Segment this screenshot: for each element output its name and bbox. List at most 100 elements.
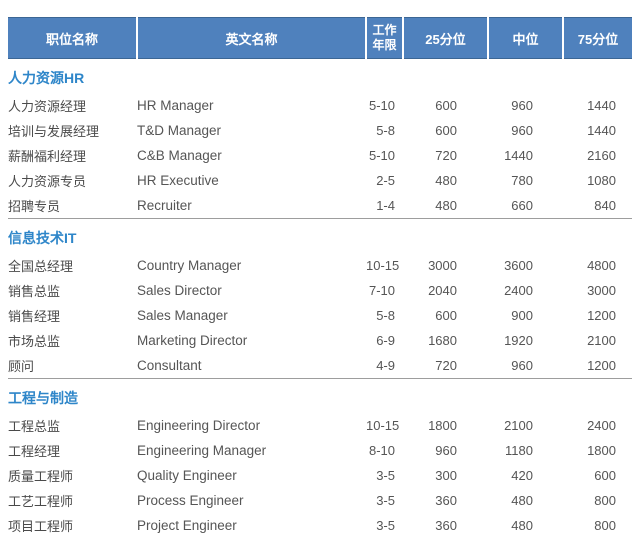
cell-years: 3-5: [376, 518, 395, 533]
table-row: 市场总监 Marketing Director 6-9 1680 1920 2100: [8, 328, 632, 353]
col-header-p75: 75分位: [562, 17, 632, 59]
cell-p50: 660: [511, 198, 533, 213]
cell-p25: 600: [435, 308, 457, 323]
cell-p75: 2400: [587, 418, 616, 433]
cell-years: 3-5: [376, 468, 395, 483]
cell-p25: 720: [435, 358, 457, 373]
col-header-years: 工作 年限: [365, 17, 403, 59]
cell-p50: 960: [511, 98, 533, 113]
cell-english: Engineering Director: [137, 418, 261, 433]
cell-english: HR Manager: [137, 98, 214, 113]
col-header-english: 英文名称: [136, 17, 366, 59]
cell-p25: 1680: [428, 333, 457, 348]
table-row: 质量工程师 Quality Engineer 3-5 300 420 600: [8, 463, 632, 488]
cell-p75: 600: [594, 468, 616, 483]
cell-english: T&D Manager: [137, 123, 222, 138]
cell-p50: 2100: [504, 418, 533, 433]
cell-p50: 960: [511, 123, 533, 138]
cell-years: 6-9: [376, 333, 395, 348]
cell-position: 销售总监: [8, 284, 61, 299]
cell-english: Quality Engineer: [137, 468, 237, 483]
cell-english: Consultant: [137, 358, 202, 373]
table-row: 人力资源专员 HR Executive 2-5 480 780 1080: [8, 168, 632, 193]
cell-years: 10-15: [366, 418, 400, 433]
cell-p50: 420: [511, 468, 533, 483]
cell-years: 5-8: [376, 308, 395, 323]
table-row: 工程总监 Engineering Director 10-15 1800 2100 240…: [8, 413, 632, 438]
cell-position: 工艺工程师: [8, 494, 74, 509]
col-header-position: 职位名称: [8, 17, 137, 59]
cell-english: Marketing Director: [137, 333, 248, 348]
table-row: 招聘专员 Recruiter 1-4 480 660 840: [8, 193, 632, 219]
cell-english: Sales Director: [137, 283, 222, 298]
cell-position: 培训与发展经理: [8, 124, 100, 139]
cell-p75: 1080: [587, 173, 616, 188]
table-row: 培训与发展经理 T&D Manager 5-8 600 960 1440: [8, 118, 632, 143]
cell-p75: 1800: [587, 443, 616, 458]
cell-position: 人力资源专员: [8, 174, 87, 189]
col-header-p25: 25分位: [402, 17, 488, 59]
section-title-row: 人力资源HR: [8, 59, 632, 94]
table-row: 项目工程师 Project Engineer 3-5 360 480 800: [8, 513, 632, 538]
cell-p75: 4800: [587, 258, 616, 273]
table-row: 销售总监 Sales Director 7-10 2040 2400 3000: [8, 278, 632, 303]
cell-p75: 840: [594, 198, 616, 213]
cell-p25: 720: [435, 148, 457, 163]
cell-p50: 3600: [504, 258, 533, 273]
cell-position: 工程总监: [8, 419, 61, 434]
cell-english: Process Engineer: [137, 493, 244, 508]
cell-p50: 900: [511, 308, 533, 323]
cell-years: 3-5: [376, 493, 395, 508]
cell-years: 7-10: [368, 283, 395, 298]
section-title-row: 信息技术IT: [8, 218, 632, 253]
cell-position: 顾问: [8, 359, 35, 374]
cell-p25: 360: [435, 493, 457, 508]
cell-years: 2-5: [376, 173, 395, 188]
cell-p50: 480: [511, 518, 533, 533]
cell-years: 10-15: [366, 258, 400, 273]
section-title-row: 工程与制造: [8, 378, 632, 413]
cell-english: HR Executive: [137, 173, 219, 188]
col-header-years-line1: 工作: [372, 23, 397, 37]
cell-p75: 1440: [587, 98, 616, 113]
cell-position: 质量工程师: [8, 469, 74, 484]
cell-p75: 1200: [587, 358, 616, 373]
col-header-p50: 中位: [487, 17, 563, 59]
cell-p25: 2040: [428, 283, 457, 298]
cell-years: 1-4: [376, 198, 395, 213]
cell-english: Country Manager: [137, 258, 242, 273]
cell-p25: 300: [435, 468, 457, 483]
table-row: 工艺工程师 Process Engineer 3-5 360 480 800: [8, 488, 632, 513]
cell-years: 5-8: [376, 123, 395, 138]
table-header: 职位名称 英文名称 工作 年限 25分位 中位 75分位: [8, 17, 632, 59]
cell-p25: 960: [435, 443, 457, 458]
cell-p25: 480: [435, 198, 457, 213]
cell-position: 全国总经理: [8, 259, 74, 274]
cell-position: 市场总监: [8, 334, 61, 349]
table-row: 人力资源经理 HR Manager 5-10 600 960 1440: [8, 93, 632, 118]
cell-p75: 3000: [587, 283, 616, 298]
cell-position: 工程经理: [8, 444, 61, 459]
cell-years: 8-10: [368, 443, 395, 458]
cell-p50: 1180: [505, 443, 533, 458]
cell-p75: 1440: [587, 123, 616, 138]
cell-english: Sales Manager: [137, 308, 228, 323]
cell-position: 招聘专员: [8, 199, 61, 214]
cell-p75: 2100: [587, 333, 616, 348]
section-title: 工程与制造: [8, 378, 632, 413]
cell-p75: 800: [594, 518, 616, 533]
cell-years: 5-10: [368, 148, 395, 163]
cell-p50: 480: [511, 493, 533, 508]
table-row: 销售经理 Sales Manager 5-8 600 900 1200: [8, 303, 632, 328]
cell-position: 销售经理: [8, 309, 61, 324]
cell-p25: 600: [435, 123, 457, 138]
cell-position: 人力资源经理: [8, 99, 87, 114]
table-header-row: 职位名称 英文名称 工作 年限 25分位 中位 75分位: [8, 17, 632, 59]
cell-p50: 1920: [504, 333, 533, 348]
table-row: 工程经理 Engineering Manager 8-10 960 1180 1800: [8, 438, 632, 463]
table-row: 薪酬福利经理 C&B Manager 5-10 720 1440 2160: [8, 143, 632, 168]
table-row: 顾问 Consultant 4-9 720 960 1200: [8, 353, 632, 379]
cell-p25: 360: [435, 518, 457, 533]
cell-p50: 780: [511, 173, 533, 188]
